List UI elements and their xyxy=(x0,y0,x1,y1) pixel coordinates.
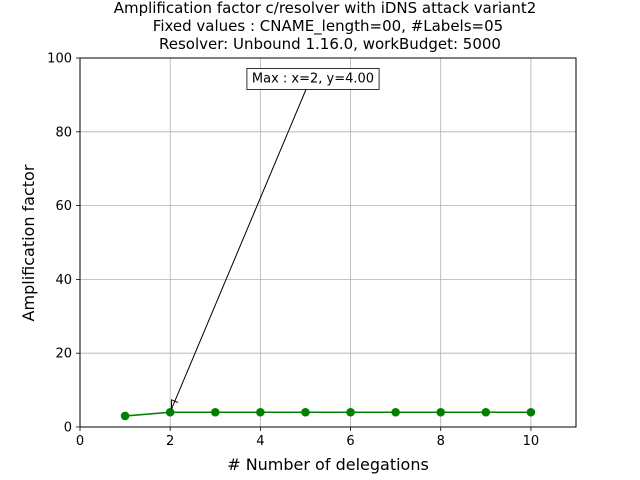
y-tick-label: 60 xyxy=(55,199,72,214)
annotation-arrow-head xyxy=(170,399,179,410)
y-tick-label: 100 xyxy=(47,52,72,67)
annotation-arrow-line xyxy=(170,89,307,410)
y-tick-label: 0 xyxy=(64,421,72,436)
grid xyxy=(79,57,576,428)
y-tick-label: 40 xyxy=(55,273,72,288)
x-tick-label: 4 xyxy=(256,434,264,449)
y-tick-label: 20 xyxy=(55,347,72,362)
x-tick-label: 8 xyxy=(437,434,445,449)
y-tick-label: 80 xyxy=(55,125,72,140)
annotation: Max : x=2, y=4.00 xyxy=(170,68,380,410)
annotation-text: Max : x=2, y=4.00 xyxy=(252,72,374,87)
data-point xyxy=(391,407,400,417)
y-axis-label: Amplification factor xyxy=(19,164,38,321)
x-tick-label: 6 xyxy=(346,434,354,449)
annotation-box xyxy=(246,68,380,90)
plot-area-frame xyxy=(79,57,577,428)
data-point xyxy=(481,407,491,417)
data-point xyxy=(210,407,220,417)
data-point xyxy=(346,407,355,417)
data-point xyxy=(526,407,536,417)
data-point xyxy=(436,407,446,417)
series-layer xyxy=(120,407,536,421)
x-tick-label: 10 xyxy=(523,434,540,449)
data-point xyxy=(120,411,130,421)
data-point xyxy=(301,407,310,417)
x-tick-label: 0 xyxy=(76,434,84,449)
chart-title-line-1: Amplification factor c/resolver with iDN… xyxy=(114,0,537,17)
chart-title-line-2: Fixed values : CNAME_length=00, #Labels=… xyxy=(153,17,503,36)
x-tick-label: 2 xyxy=(166,434,174,449)
series-line xyxy=(125,411,531,417)
data-point xyxy=(256,407,265,417)
chart-title-line-3: Resolver: Unbound 1.16.0, workBudget: 50… xyxy=(159,35,501,53)
data-point xyxy=(165,407,175,417)
x-axis-label: # Number of delegations xyxy=(227,455,429,474)
